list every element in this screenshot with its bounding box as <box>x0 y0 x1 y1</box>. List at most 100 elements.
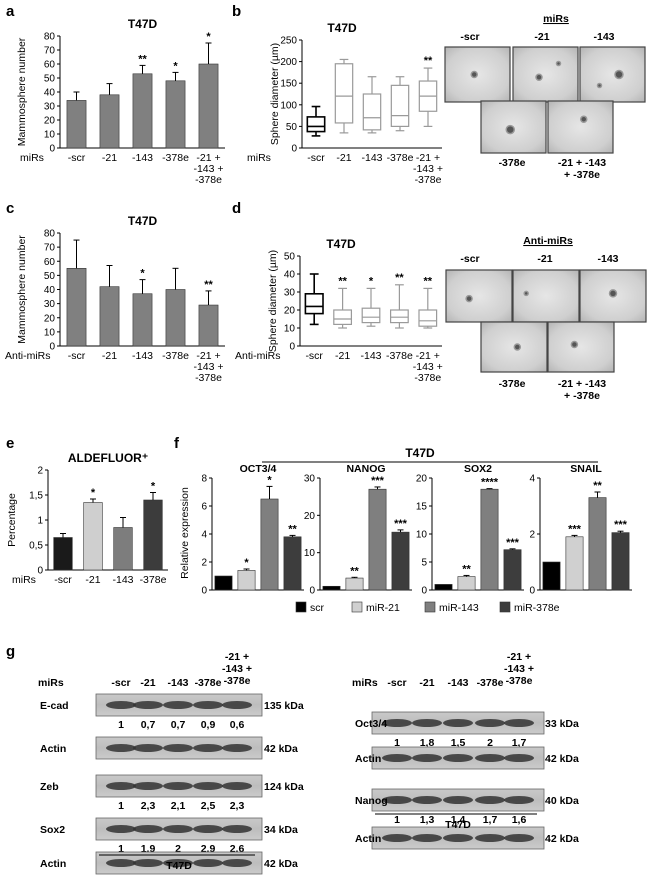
panel-d-ytick-label: 20 <box>284 306 296 317</box>
panel-a-ytick-label: 30 <box>44 102 56 113</box>
panel-f-bar <box>588 497 607 591</box>
micrograph-b-label-bottom-line: -21 + -143 <box>558 157 606 169</box>
western-right-quant: 1,5 <box>451 737 466 749</box>
micrograph-d-label-bottom: -378e <box>499 378 526 390</box>
western-left-band <box>133 859 163 867</box>
western-left-band <box>163 782 193 790</box>
western-right-quant: 1,3 <box>420 814 435 826</box>
panel-c-bar <box>99 286 120 347</box>
western-right-band <box>412 796 442 804</box>
panel-e-xtick-label: -scr <box>54 574 72 586</box>
micrograph-b-label-bottom-line: + -378e <box>564 169 600 181</box>
micrograph-d-21 <box>512 269 580 323</box>
panel-d-xtick-label: -21 <box>335 350 350 362</box>
panel-f-gene-label: SOX2 <box>464 463 492 475</box>
panel-b-ytick-label: 0 <box>291 144 297 155</box>
panel-f-legend-swatch <box>351 601 363 613</box>
panel-a-xtick-label-line: -scr <box>68 152 86 164</box>
panel-e-title: ALDEFLUOR⁺ <box>68 451 148 465</box>
panel-b-xtick-label: -143 <box>361 152 382 164</box>
panel-d-xtick-label-line: -378e <box>386 350 413 362</box>
micrograph-b-143-sphere <box>614 69 624 80</box>
panel-d-chart: T47D 0 10 20 30 40 50 Sphere diameter (µm) -scr *… <box>235 237 443 384</box>
western-left-band <box>222 825 252 833</box>
panel-a-xtick-label: -scr <box>68 152 86 164</box>
panel-d-significance: ** <box>395 272 404 284</box>
panel-b-title: T47D <box>327 21 357 35</box>
panel-f-bar <box>480 488 499 591</box>
panel-f-significance: *** <box>506 537 520 549</box>
panel-c-bar <box>132 293 153 347</box>
western-left-quant: 2 <box>175 843 181 855</box>
western-right-quant: 1 <box>394 737 400 749</box>
panel-b-xtick-label: -scr <box>307 152 325 164</box>
panel-c-significance: * <box>140 268 145 280</box>
panel-d-xtick-label: -scr <box>305 350 323 362</box>
micrograph-d-143-sphere <box>608 289 618 298</box>
micrograph-d-label-bottom-line: + -378e <box>564 390 600 402</box>
western-right-quant: 1,8 <box>420 737 435 749</box>
micrograph-b-scr-sphere <box>470 70 478 79</box>
panel-b-xlabel: miRs <box>247 152 271 164</box>
panel-d-xtick-label-line: -378e <box>414 372 441 384</box>
panel-d-xtick-label-line: -21 + <box>416 350 440 362</box>
panel-d-significance: * <box>369 275 374 287</box>
panel-a-chart: T47D 0 10 20 30 40 50 60 70 80 Mammosphere number -… <box>16 17 225 186</box>
panel-f-significance: ** <box>593 480 602 492</box>
western-left-quant: 1 <box>118 719 124 731</box>
panel-c-ytick-label: 70 <box>44 243 56 254</box>
panel-b-significance: ** <box>424 55 433 67</box>
panel-f-significance: * <box>244 557 249 569</box>
panel-b-xtick-label: -21 <box>336 152 351 164</box>
panel-a-ytick-label: 80 <box>44 32 56 43</box>
panel-b-xtick-label-line: -scr <box>307 152 325 164</box>
panel-b-box <box>334 63 354 124</box>
panel-a-xtick-label: -21 <box>102 152 117 164</box>
panel-a-significance: * <box>173 60 178 72</box>
micrograph-d-scr <box>445 269 513 323</box>
panel-a-ytick-label: 40 <box>44 88 56 99</box>
micrograph-b-combo <box>547 100 614 154</box>
panel-b-ytick-label: 200 <box>280 57 297 68</box>
western-left-quant: 0,9 <box>201 719 216 731</box>
western-left-band <box>193 701 223 709</box>
panel-d-xtick-label-line: -21 <box>335 350 350 362</box>
panel-b-xtick-label-line: -143 + <box>413 163 443 175</box>
panel-f-bar <box>214 575 233 591</box>
western-right-quant: 1 <box>394 814 400 826</box>
panel-letter-g: g <box>6 643 15 660</box>
micrograph-d-378e-sphere <box>513 343 522 351</box>
panel-a-xtick-label-line: -378e <box>162 152 189 164</box>
western-right-band <box>504 719 534 727</box>
panel-c-xtick-label-line: -scr <box>68 350 86 362</box>
panel-b-ytick-label: 100 <box>280 100 297 111</box>
panel-b-box <box>390 84 410 128</box>
panel-a-ytick-label: 60 <box>44 60 56 71</box>
panel-letter-e: e <box>6 435 14 452</box>
panel-f-significance: *** <box>371 475 385 487</box>
panel-e-xtick-label: -143 <box>112 574 133 586</box>
micrograph-b-combo-frame <box>547 100 614 154</box>
panel-e-ytick-label: 1 <box>37 516 43 527</box>
panel-f-bar <box>457 576 476 591</box>
panel-b-xtick-label: -378e <box>387 152 414 164</box>
panel-b-xtick-label-line: -21 <box>336 152 351 164</box>
panel-d-xlabel: Anti-miRs <box>235 350 281 362</box>
panel-a-significance: * <box>206 31 211 43</box>
western-right-band <box>504 796 534 804</box>
panel-c-xtick-label: -21 <box>102 350 117 362</box>
western-left-quant: 1 <box>118 800 124 812</box>
western-left-row-label: miRs <box>38 677 64 689</box>
panel-a-xlabel: miRs <box>20 152 44 164</box>
panel-e-chart: ALDEFLUOR⁺ 0 0,5 1 1,5 2 Percentage -scr * -21 -14… <box>6 451 168 586</box>
panel-f-legend-swatch <box>499 601 511 613</box>
western-right-band <box>443 834 473 842</box>
panel-f-sub-ytick-label: 20 <box>416 474 428 485</box>
western-right-band <box>412 834 442 842</box>
western-left-band <box>106 825 136 833</box>
panel-a-bar <box>165 80 186 149</box>
western-left-band <box>222 701 252 709</box>
